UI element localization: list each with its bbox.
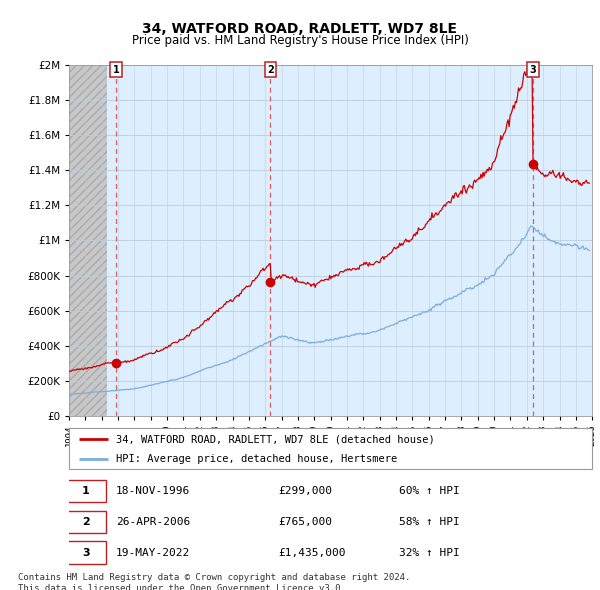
FancyBboxPatch shape — [67, 542, 106, 564]
Text: HPI: Average price, detached house, Hertsmere: HPI: Average price, detached house, Hert… — [116, 454, 397, 464]
Text: 60% ↑ HPI: 60% ↑ HPI — [398, 486, 460, 496]
Text: 3: 3 — [82, 548, 90, 558]
Text: 1: 1 — [113, 65, 119, 75]
Bar — [69, 65, 107, 416]
Text: Contains HM Land Registry data © Crown copyright and database right 2024.
This d: Contains HM Land Registry data © Crown c… — [18, 573, 410, 590]
FancyBboxPatch shape — [69, 428, 592, 469]
Text: 2: 2 — [267, 65, 274, 75]
Text: 34, WATFORD ROAD, RADLETT, WD7 8LE (detached house): 34, WATFORD ROAD, RADLETT, WD7 8LE (deta… — [116, 434, 435, 444]
Text: £1,435,000: £1,435,000 — [278, 548, 346, 558]
Text: 26-APR-2006: 26-APR-2006 — [116, 517, 190, 527]
FancyBboxPatch shape — [67, 480, 106, 502]
Text: 19-MAY-2022: 19-MAY-2022 — [116, 548, 190, 558]
Text: 32% ↑ HPI: 32% ↑ HPI — [398, 548, 460, 558]
Bar — [69, 65, 107, 416]
FancyBboxPatch shape — [67, 511, 106, 533]
Text: £765,000: £765,000 — [278, 517, 332, 527]
Text: Price paid vs. HM Land Registry's House Price Index (HPI): Price paid vs. HM Land Registry's House … — [131, 34, 469, 47]
Text: 1: 1 — [82, 486, 90, 496]
Text: 2: 2 — [82, 517, 90, 527]
Text: 58% ↑ HPI: 58% ↑ HPI — [398, 517, 460, 527]
Text: £299,000: £299,000 — [278, 486, 332, 496]
Text: 34, WATFORD ROAD, RADLETT, WD7 8LE: 34, WATFORD ROAD, RADLETT, WD7 8LE — [143, 22, 458, 37]
Text: 3: 3 — [530, 65, 536, 75]
Text: 18-NOV-1996: 18-NOV-1996 — [116, 486, 190, 496]
